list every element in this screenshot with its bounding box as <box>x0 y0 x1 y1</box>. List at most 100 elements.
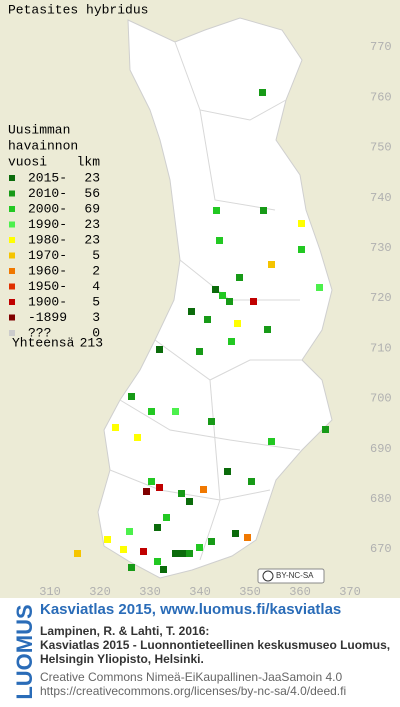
observation <box>298 246 305 253</box>
legend-swatch <box>9 283 15 290</box>
grid-y-label: 690 <box>370 442 392 456</box>
observation <box>160 566 167 573</box>
observation <box>188 308 195 315</box>
observation <box>213 207 220 214</box>
legend-count: 23 <box>84 232 100 247</box>
grid-y-label: 760 <box>370 90 392 104</box>
footer-license: Creative Commons Nimeä-EiKaupallinen-Jaa… <box>40 670 342 684</box>
cc-icon <box>262 570 274 582</box>
footer-license: https://creativecommons.org/licenses/by-… <box>40 684 346 698</box>
grid-y-label: 700 <box>370 392 392 406</box>
observation <box>172 408 179 415</box>
legend-column-header: vuosi <box>8 154 47 169</box>
footer-site: Kasviatlas 2015, www.luomus.fi/kasviatla… <box>40 601 341 618</box>
observation <box>143 488 150 495</box>
observation <box>228 338 235 345</box>
observation <box>196 348 203 355</box>
legend-label: 1900- <box>28 294 67 309</box>
observation <box>244 534 251 541</box>
grid-x-label: 370 <box>339 585 361 599</box>
observation <box>268 261 275 268</box>
observation <box>128 564 135 571</box>
legend-swatch <box>9 268 15 274</box>
legend-count: 3 <box>92 310 100 325</box>
grid-y-label: 750 <box>370 141 392 155</box>
footer-citation: Helsingin Yliopisto, Helsinki. <box>40 652 204 666</box>
observation <box>212 286 219 293</box>
border <box>199 109 276 211</box>
observation <box>219 292 226 299</box>
grid-y-label: 720 <box>370 291 392 305</box>
observation <box>128 393 135 400</box>
legend-column-header: lkm <box>77 154 101 169</box>
legend-total-label: Yhteensä <box>12 335 75 350</box>
legend-heading: havainnon <box>8 138 78 153</box>
legend-label: -1899 <box>28 310 67 325</box>
grid-x-label: 350 <box>239 585 261 599</box>
legend-swatch <box>9 237 15 243</box>
footer-citation: Lampinen, R. & Lahti, T. 2016: <box>40 624 209 638</box>
observation <box>148 408 155 415</box>
border <box>174 41 287 121</box>
grid-x-label: 360 <box>289 585 311 599</box>
observation <box>260 207 267 214</box>
observation <box>248 478 255 485</box>
observation <box>156 484 163 491</box>
legend-swatch <box>9 314 15 321</box>
observations <box>74 89 329 573</box>
grid-y-label: 710 <box>370 341 392 355</box>
observation <box>154 524 161 531</box>
footer-citation: Kasviatlas 2015 - Luonnontieteellinen ke… <box>40 638 390 652</box>
legend-count: 5 <box>92 248 100 263</box>
observation <box>268 438 275 445</box>
observation <box>232 530 239 537</box>
observation <box>186 498 193 505</box>
grid-x-label: 310 <box>39 585 61 599</box>
observation <box>186 550 193 557</box>
observation <box>163 514 170 521</box>
legend-label: 1960- <box>28 263 67 278</box>
legend-label: 1980- <box>28 232 67 247</box>
observation <box>264 326 271 333</box>
observation <box>234 320 241 327</box>
legend-label: 2000- <box>28 201 67 216</box>
grid-labels: 310 320 330 340 350 360 3706706806907007107207… <box>39 40 391 599</box>
legend-swatch <box>9 206 15 212</box>
grid-x-label: 330 <box>139 585 161 599</box>
legend-count: 4 <box>92 279 100 294</box>
observation <box>236 274 243 281</box>
observation <box>140 548 147 555</box>
grid-y-label: 670 <box>370 542 392 556</box>
observation <box>298 220 305 227</box>
observation <box>104 536 111 543</box>
border <box>119 399 301 451</box>
license-badge-text: BY-NC-SA <box>276 571 314 580</box>
legend-count: 56 <box>84 186 100 201</box>
observation <box>179 550 186 557</box>
observation <box>120 546 127 553</box>
legend-swatch <box>9 190 15 197</box>
observation <box>74 550 81 557</box>
observation <box>126 528 133 535</box>
observation <box>200 486 207 493</box>
grid-x-label: 340 <box>189 585 211 599</box>
legend-count: 69 <box>84 201 100 216</box>
observation <box>148 478 155 485</box>
legend-label: 2010- <box>28 186 67 201</box>
observation <box>208 538 215 545</box>
legend-swatch <box>9 330 15 336</box>
observation <box>156 346 163 353</box>
observation <box>259 89 266 96</box>
region-borders <box>109 41 302 561</box>
observation <box>250 298 257 305</box>
legend-label: 1970- <box>28 248 67 263</box>
legend-count: 2 <box>92 263 100 278</box>
legend-count: 0 <box>92 325 100 340</box>
legend-heading: Uusimman <box>8 122 70 137</box>
legend-total-count: 213 <box>80 335 103 350</box>
legend-swatch <box>9 299 15 305</box>
observation <box>224 468 231 475</box>
observation <box>204 316 211 323</box>
